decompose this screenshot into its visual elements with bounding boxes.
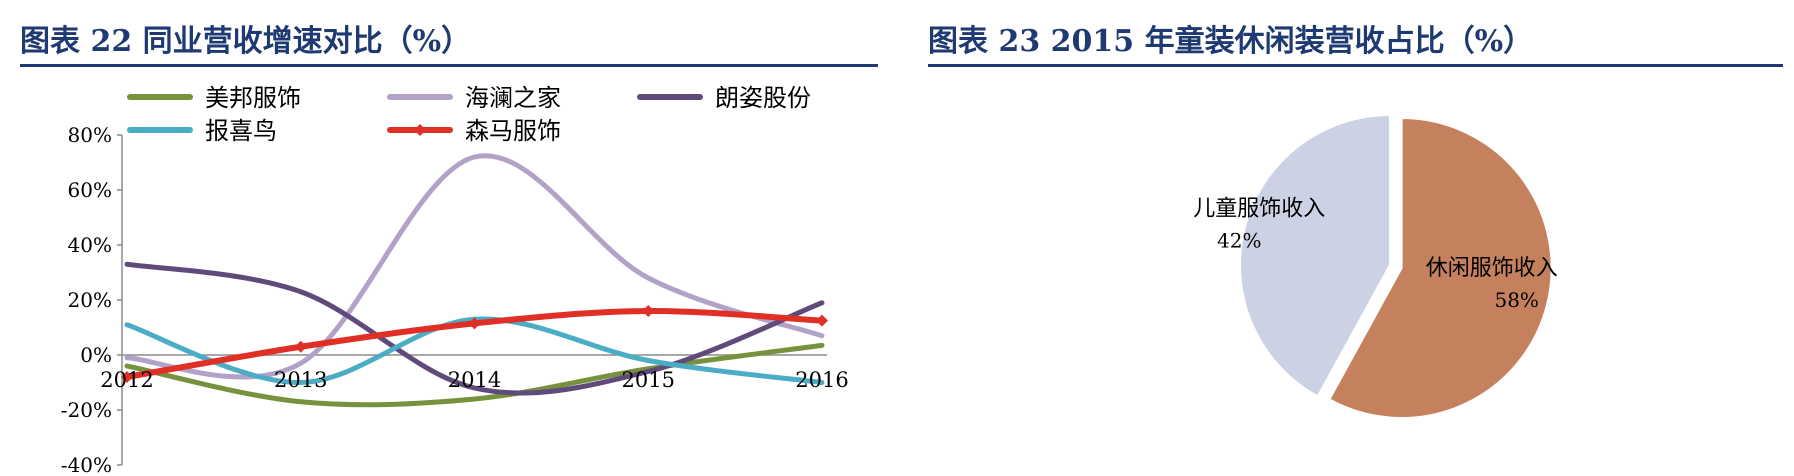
y-tick-label: -20% <box>61 398 112 422</box>
y-tick-label: 20% <box>68 288 112 312</box>
line-chart: 80% 60% 40% 20% 0% -20% -40% 2012 2013 2014 2015 20… <box>61 84 849 476</box>
title-rule <box>20 64 878 67</box>
x-tick-label: 2016 <box>795 368 848 392</box>
slice-value-label: 58% <box>1494 288 1538 312</box>
series-line-2 <box>124 153 825 380</box>
legend-label: 海澜之家 <box>465 84 561 112</box>
x-tick-label: 2014 <box>448 368 501 392</box>
x-tick-label: 2012 <box>100 368 153 392</box>
slice-label: 儿童服饰收入 <box>1193 196 1325 221</box>
data-point-marker <box>294 340 307 353</box>
legend-label: 森马服饰 <box>465 117 561 145</box>
slice-value-label: 42% <box>1217 228 1261 252</box>
series-line-1 <box>124 342 825 408</box>
y-tick-label: 40% <box>68 233 112 257</box>
y-tick-label: 60% <box>68 178 112 202</box>
x-tick-label: 2013 <box>274 368 327 392</box>
y-tick-label: -40% <box>61 453 112 476</box>
legend-label: 朗姿股份 <box>715 84 811 112</box>
pie-slice-1 <box>1328 116 1553 419</box>
pie-slice-2 <box>1239 113 1391 398</box>
y-tick-label: 80% <box>68 123 112 147</box>
legend-marker <box>414 124 426 136</box>
data-point-marker <box>642 305 655 317</box>
x-tick-label: 2015 <box>622 368 675 392</box>
legend-label: 美邦服饰 <box>205 84 301 112</box>
chart-title-share: 图表 23 2015 年童装休闲装营收占比（%） <box>928 24 1534 59</box>
slice-label: 休闲服饰收入 <box>1426 256 1558 281</box>
data-point-marker <box>816 314 828 327</box>
chart-title-growth: 图表 22 同业营收增速对比（%） <box>20 24 472 59</box>
data-point-marker <box>121 371 133 383</box>
pie-chart: 休闲服饰收入 58% 儿童服饰收入 42% <box>1193 113 1558 419</box>
series-line-3 <box>124 261 825 396</box>
y-tick-label: 0% <box>80 343 112 367</box>
data-point-marker <box>468 317 481 330</box>
legend-label: 报喜鸟 <box>205 117 277 145</box>
title-rule <box>928 64 1783 67</box>
